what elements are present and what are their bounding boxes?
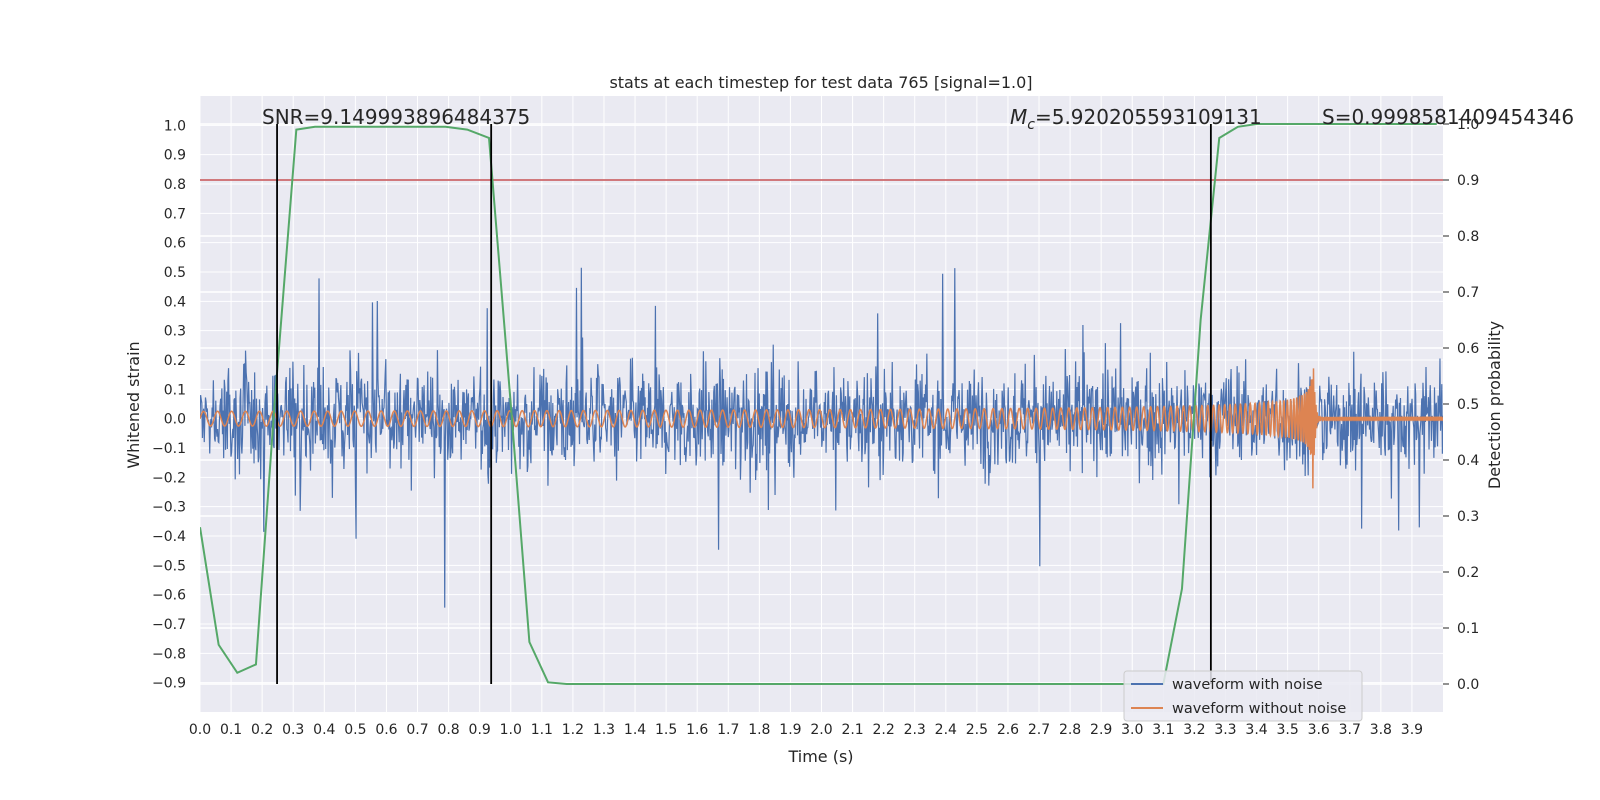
y-tick-label: −0.8 <box>152 646 186 662</box>
x-tick-label: 2.2 <box>873 722 895 738</box>
y2-tick-label: 1.0 <box>1457 117 1479 133</box>
x-tick-label: 3.9 <box>1401 722 1423 738</box>
legend-box <box>1123 670 1363 722</box>
x-tick-labels: 0.0 0.1 0.2 0.3 0.4 0.5 0.6 0.7 0.8 0.9 1.0 1.1 1.2 1… <box>189 722 1423 738</box>
x-tick-label: 3.4 <box>1245 722 1267 738</box>
y2-tick-labels: 1.0 0.9 0.8 0.7 0.6 0.5 0.4 0.3 0.2 0.1 0.0 <box>1443 117 1479 693</box>
y-tick-label: −0.5 <box>152 558 186 574</box>
x-tick-label: 2.0 <box>810 722 832 738</box>
y-tick-label: −0.2 <box>152 470 186 486</box>
x-tick-label: 1.4 <box>624 722 646 738</box>
y2-tick-label: 0.2 <box>1457 565 1479 581</box>
plot-area <box>200 123 1443 685</box>
x-tick-label: 1.6 <box>686 722 708 738</box>
x-tick-label: 1.5 <box>655 722 677 738</box>
x-tick-label: 1.8 <box>748 722 770 738</box>
waveform-without-noise-line <box>200 368 1443 489</box>
chart-title: stats at each timestep for test data 765… <box>609 73 1032 92</box>
y-tick-label: 0.8 <box>164 177 186 193</box>
y-tick-label: 0.2 <box>164 353 186 369</box>
y2-tick-label: 0.1 <box>1457 621 1479 637</box>
y2-tick-label: 0.5 <box>1457 397 1479 413</box>
x-tick-label: 0.4 <box>313 722 335 738</box>
y2-axis-label: Detection probability <box>1485 321 1504 489</box>
y-tick-labels: 1.0 0.9 0.8 0.7 0.6 0.5 0.4 0.3 0.2 0.1 0.0 −0.1 −0.… <box>152 118 186 691</box>
y-tick-label: 0.7 <box>164 206 186 222</box>
vertical-markers <box>276 124 1212 684</box>
y-axis-label: Whitened strain <box>124 341 143 468</box>
x-tick-label: 1.2 <box>562 722 584 738</box>
y-tick-label: 0.3 <box>164 324 186 340</box>
x-tick-label: 3.3 <box>1214 722 1236 738</box>
y2-tick-label: 0.9 <box>1457 173 1479 189</box>
y2-tick-label: 0.7 <box>1457 285 1479 301</box>
legend: waveform with noise waveform without noi… <box>1123 670 1363 722</box>
x-tick-label: 0.5 <box>344 722 366 738</box>
y-tick-label: −0.6 <box>152 588 186 604</box>
y-tick-label: 0.5 <box>164 265 186 281</box>
x-tick-label: 1.9 <box>779 722 801 738</box>
y2-tick-label: 0.3 <box>1457 509 1479 525</box>
y-tick-label: −0.1 <box>152 441 186 457</box>
snr-annotation: SNR=9.149993896484375 <box>262 105 530 129</box>
chirp-mass-subscript: c <box>1027 117 1035 133</box>
x-tick-label: 0.1 <box>220 722 242 738</box>
x-tick-label: 2.1 <box>841 722 863 738</box>
x-tick-label: 1.1 <box>531 722 553 738</box>
x-tick-label: 3.2 <box>1183 722 1205 738</box>
y2-tick-label: 0.8 <box>1457 229 1479 245</box>
y2-tick-label: 0.4 <box>1457 453 1479 469</box>
x-tick-label: 1.7 <box>717 722 739 738</box>
x-tick-label: 3.5 <box>1276 722 1298 738</box>
chirp-mass-value: =5.920205593109131 <box>1035 105 1262 129</box>
x-tick-label: 0.2 <box>251 722 273 738</box>
y-tick-label: −0.9 <box>152 676 186 692</box>
y2-tick-label: 0.6 <box>1457 341 1479 357</box>
x-tick-label: 2.9 <box>1090 722 1112 738</box>
y-tick-label: 0.9 <box>164 148 186 164</box>
x-axis-label: Time (s) <box>787 747 853 766</box>
y-tick-label: −0.3 <box>152 500 186 516</box>
y-tick-label: 0.0 <box>164 412 186 428</box>
x-tick-label: 3.1 <box>1152 722 1174 738</box>
y-tick-label: 1.0 <box>164 118 186 134</box>
x-tick-label: 0.7 <box>406 722 428 738</box>
x-tick-label: 1.3 <box>593 722 615 738</box>
x-tick-label: 2.6 <box>997 722 1019 738</box>
x-tick-label: 0.3 <box>282 722 304 738</box>
x-tick-label: 1.0 <box>500 722 522 738</box>
y-tick-label: 0.1 <box>164 382 186 398</box>
x-tick-label: 0.0 <box>189 722 211 738</box>
x-tick-label: 3.7 <box>1339 722 1361 738</box>
x-tick-label: 2.3 <box>904 722 926 738</box>
legend-label-clean: waveform without noise <box>1172 701 1346 717</box>
x-tick-label: 2.5 <box>966 722 988 738</box>
x-tick-label: 2.4 <box>935 722 957 738</box>
y-tick-label: −0.7 <box>152 617 186 633</box>
x-tick-label: 2.7 <box>1028 722 1050 738</box>
s-annotation: S=0.9998581409454346 <box>1322 105 1574 129</box>
x-tick-label: 2.8 <box>1059 722 1081 738</box>
x-tick-label: 3.6 <box>1308 722 1330 738</box>
y-tick-label: −0.4 <box>152 529 186 545</box>
x-tick-label: 3.8 <box>1370 722 1392 738</box>
chirp-mass-annotation: Mc=5.920205593109131 <box>1010 105 1262 133</box>
chirp-mass-symbol: M <box>1010 105 1027 129</box>
y-tick-label: 0.4 <box>164 294 186 310</box>
x-tick-label: 3.0 <box>1121 722 1143 738</box>
y-tick-label: 0.6 <box>164 236 186 252</box>
x-tick-label: 0.8 <box>437 722 459 738</box>
x-tick-label: 0.6 <box>375 722 397 738</box>
legend-label-noise: waveform with noise <box>1172 677 1323 693</box>
detection-probability-line <box>200 123 1437 685</box>
y2-tick-label: 0.0 <box>1457 677 1479 693</box>
x-tick-label: 0.9 <box>469 722 491 738</box>
